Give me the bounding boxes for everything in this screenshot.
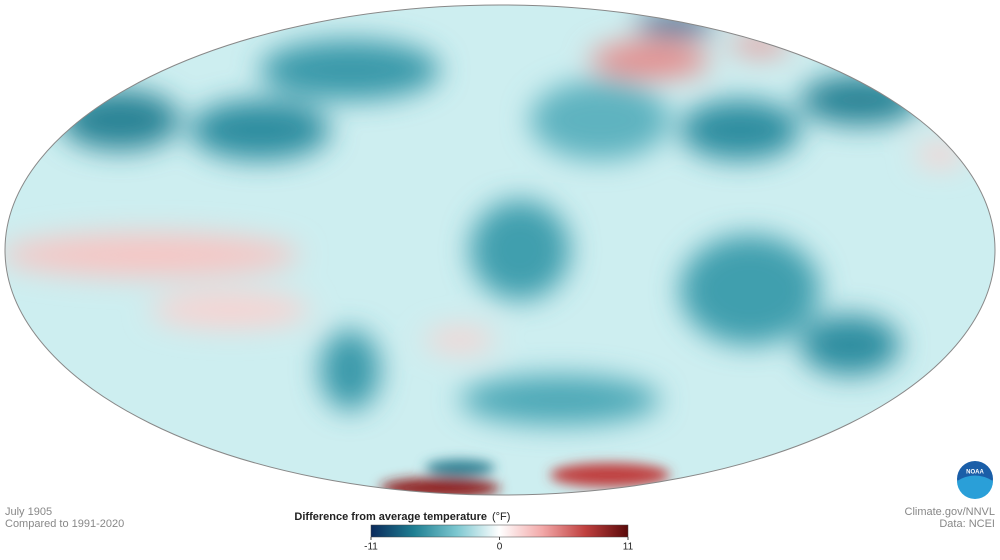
noaa-logo: NOAA bbox=[957, 461, 993, 499]
caption-baseline: Compared to 1991-2020 bbox=[5, 518, 124, 530]
logo-text: NOAA bbox=[966, 470, 984, 476]
tick-label: 11 bbox=[623, 542, 634, 553]
tick-label: -11 bbox=[364, 542, 378, 553]
tick-label: 0 bbox=[497, 542, 503, 553]
caption-date: July 1905 bbox=[5, 506, 52, 518]
legend-unit: (°F) bbox=[492, 511, 510, 523]
color-bar-ticks: -11 0 11 bbox=[364, 537, 634, 553]
anomaly-map bbox=[5, 5, 995, 495]
legend-title: Difference from average temperature bbox=[294, 511, 487, 523]
color-bar bbox=[370, 524, 629, 538]
credit-data: Data: NCEI bbox=[939, 518, 995, 530]
globe-outline bbox=[4, 4, 996, 496]
credit-source: Climate.gov/NNVL bbox=[905, 506, 995, 518]
